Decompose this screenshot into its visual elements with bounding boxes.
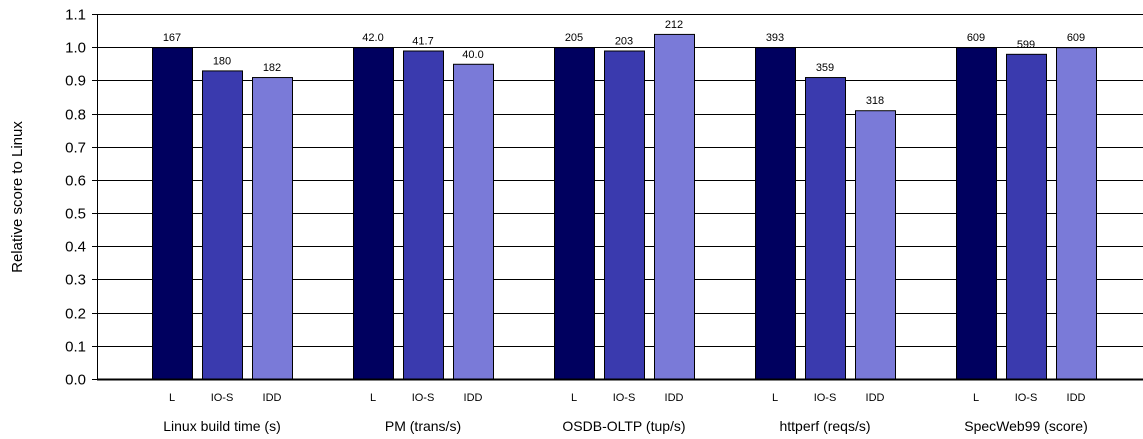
bar-value-label: 318 xyxy=(866,95,884,107)
y-tick-label: 0.0 xyxy=(65,372,86,389)
bar-io-s xyxy=(1006,53,1047,381)
bar-value-label: 41.7 xyxy=(412,36,433,48)
series-tick-label: IO-S xyxy=(613,392,636,404)
series-tick-label: IO-S xyxy=(412,392,435,404)
bar-idd xyxy=(654,33,695,381)
series-tick-label: L xyxy=(169,392,175,404)
axes xyxy=(92,14,1143,381)
bar-io-s xyxy=(805,77,846,381)
y-tick-label: 0.8 xyxy=(65,107,86,124)
bar-value-label: 609 xyxy=(1067,32,1085,44)
labels: 0.0 0.1 0.2 0.3 0.4 0.5 0.6 0.7 0.8 0.9 1.0 1.1 167 L… xyxy=(65,7,1088,435)
group-label: SpecWeb99 (score) xyxy=(964,418,1087,434)
bar-value-label: 393 xyxy=(766,32,784,44)
series-tick-label: IDD xyxy=(665,392,684,404)
bar-value-label: 42.0 xyxy=(362,32,383,44)
series-tick-label: IDD xyxy=(263,392,282,404)
bar-l xyxy=(956,47,997,380)
bar-value-label: 203 xyxy=(615,36,633,48)
series-tick-label: IDD xyxy=(1067,392,1086,404)
y-tick-label: 0.1 xyxy=(65,339,86,356)
bar-l xyxy=(755,47,796,380)
series-tick-label: IO-S xyxy=(814,392,837,404)
series-tick-label: IO-S xyxy=(1015,392,1038,404)
bar-value-label: 40.0 xyxy=(462,49,483,61)
bar-value-label: 599 xyxy=(1017,39,1035,51)
bar-l xyxy=(554,47,595,380)
y-tick-label: 0.9 xyxy=(65,73,86,90)
y-tick-label: 0.3 xyxy=(65,272,86,289)
bar-value-label: 182 xyxy=(263,62,281,74)
bar-value-label: 359 xyxy=(816,62,834,74)
bar-idd xyxy=(453,63,494,380)
bar-idd xyxy=(1056,47,1097,380)
group-label: OSDB-OLTP (tup/s) xyxy=(562,418,685,434)
y-tick-label: 0.4 xyxy=(65,239,86,256)
bars xyxy=(152,33,1097,381)
bar-idd xyxy=(252,77,293,381)
bar-io-s xyxy=(403,50,444,380)
group-label: Linux build time (s) xyxy=(163,418,281,434)
y-tick-label: 0.5 xyxy=(65,206,86,223)
bar-l xyxy=(353,47,394,380)
y-tick-label: 0.6 xyxy=(65,173,86,190)
series-tick-label: L xyxy=(370,392,376,404)
series-tick-label: IO-S xyxy=(211,392,234,404)
series-tick-label: L xyxy=(973,392,979,404)
bar-idd xyxy=(855,110,896,381)
group-label: httperf (reqs/s) xyxy=(779,418,870,434)
group-label: PM (trans/s) xyxy=(385,418,461,434)
bar-value-label: 167 xyxy=(163,32,181,44)
series-tick-label: L xyxy=(772,392,778,404)
series-tick-label: L xyxy=(571,392,577,404)
y-tick-label: 1.1 xyxy=(65,7,86,24)
bar-value-label: 212 xyxy=(665,19,683,31)
bar-l xyxy=(152,47,193,380)
bar-io-s xyxy=(604,50,645,380)
y-tick-label: 0.2 xyxy=(65,306,86,323)
series-tick-label: IDD xyxy=(866,392,885,404)
bar-io-s xyxy=(202,70,243,380)
y-tick-label: 1.0 xyxy=(65,40,86,57)
y-tick-label: 0.7 xyxy=(65,140,86,157)
bar-value-label: 205 xyxy=(565,32,583,44)
bar-value-label: 180 xyxy=(213,55,231,67)
y-axis-label: Relative score to Linux xyxy=(9,121,26,273)
bar-value-label: 609 xyxy=(967,32,985,44)
series-tick-label: IDD xyxy=(464,392,483,404)
